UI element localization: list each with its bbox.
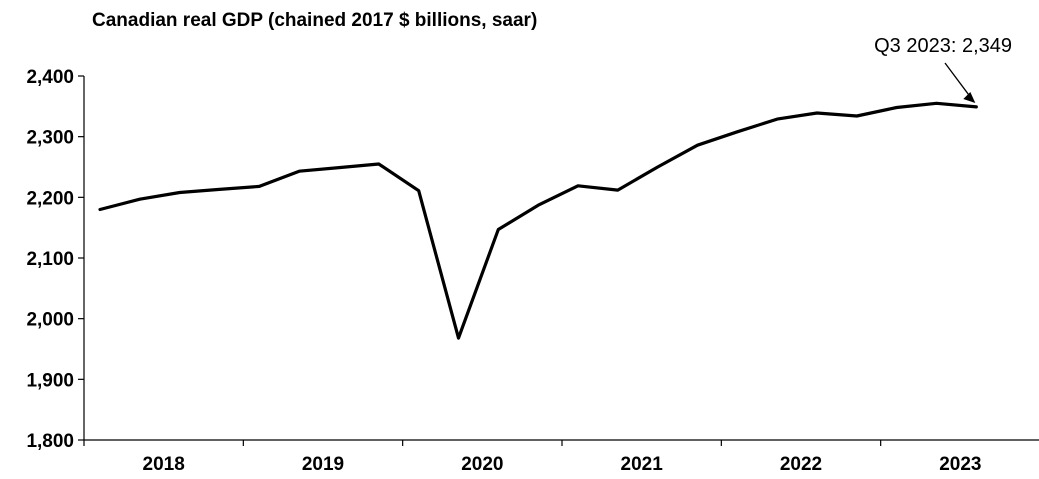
y-tick-label: 1,800 xyxy=(26,431,74,452)
series-layer xyxy=(98,101,978,340)
y-tick-label: 2,400 xyxy=(26,67,74,88)
annotation-label: Q3 2023: 2,349 xyxy=(874,35,1012,57)
x-tick-label: 2023 xyxy=(939,454,981,475)
y-tick-label: 2,000 xyxy=(26,310,74,331)
y-tick-label: 2,300 xyxy=(26,128,74,149)
annotation-layer: Q3 2023: 2,349 xyxy=(874,35,1012,103)
x-tick-label: 2021 xyxy=(621,454,664,475)
chart-title: Canadian real GDP (chained 2017 $ billio… xyxy=(92,10,538,31)
y-tick-label: 2,200 xyxy=(26,188,74,209)
annotation-arrowhead xyxy=(963,91,976,103)
x-tick-label: 2018 xyxy=(143,454,185,475)
gdp-series-line xyxy=(98,101,978,340)
axes: 1,800 1,900 2,000 2,100 2,200 2,300 2,400 2018 2… xyxy=(26,67,1039,475)
x-tick-label: 2022 xyxy=(780,454,822,475)
y-tick-label: 2,100 xyxy=(26,249,74,270)
y-tick-label: 1,900 xyxy=(26,370,74,391)
x-tick-label: 2019 xyxy=(302,454,344,475)
x-tick-label: 2020 xyxy=(461,454,503,475)
